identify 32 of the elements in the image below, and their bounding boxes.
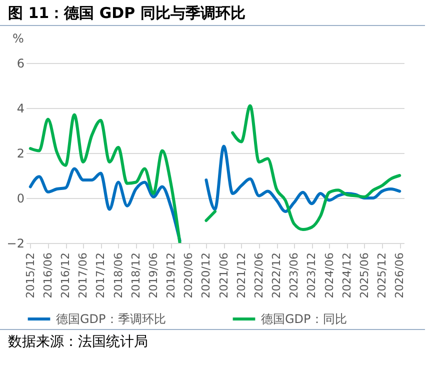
x-tick-label: 2018/06: [112, 252, 125, 298]
y-axis-title: %: [12, 32, 24, 46]
x-tick-label: 2020/06: [182, 252, 196, 298]
y-tick-label: −2: [6, 236, 24, 250]
y-tick-label: 2: [16, 146, 24, 160]
x-tick-label: 2016/06: [41, 252, 54, 298]
x-tick-label: 2026/06: [393, 252, 406, 298]
y-tick-label: 6: [16, 56, 24, 70]
x-tick-label: 2017/12: [94, 252, 108, 298]
x-tick-label: 2023/12: [305, 252, 318, 298]
chart-title: 图 11：德国 GDP 同比与季调环比: [0, 0, 425, 26]
x-tick-label: 2024/12: [340, 252, 354, 298]
x-tick-label: 2021/06: [217, 252, 230, 298]
x-tick-label: 2016/12: [59, 252, 72, 298]
x-tick-label: 2021/12: [234, 252, 248, 298]
y-tick-label: 0: [16, 192, 24, 206]
x-tick-label: 2025/12: [376, 252, 389, 298]
x-tick-label: 2025/06: [358, 252, 371, 298]
legend-label: 德国GDP：同比: [261, 312, 347, 326]
x-tick-label: 2017/06: [76, 252, 90, 298]
x-tick-label: 2022/06: [252, 252, 266, 298]
x-tick-label: 2019/06: [146, 252, 160, 298]
x-tick-label: 2019/12: [164, 252, 178, 298]
legend-label: 德国GDP：季调环比: [56, 312, 166, 326]
x-tick-label: 2024/06: [322, 252, 336, 298]
x-tick-label: 2020/12: [200, 252, 213, 298]
x-tick-label: 2015/12: [24, 252, 37, 298]
x-tick-label: 2023/06: [288, 252, 301, 298]
x-tick-label: 2022/12: [270, 252, 284, 298]
source-note: 数据来源：法国统计局: [0, 329, 425, 354]
x-tick-label: 2018/12: [129, 252, 142, 298]
y-tick-label: 4: [16, 102, 24, 116]
